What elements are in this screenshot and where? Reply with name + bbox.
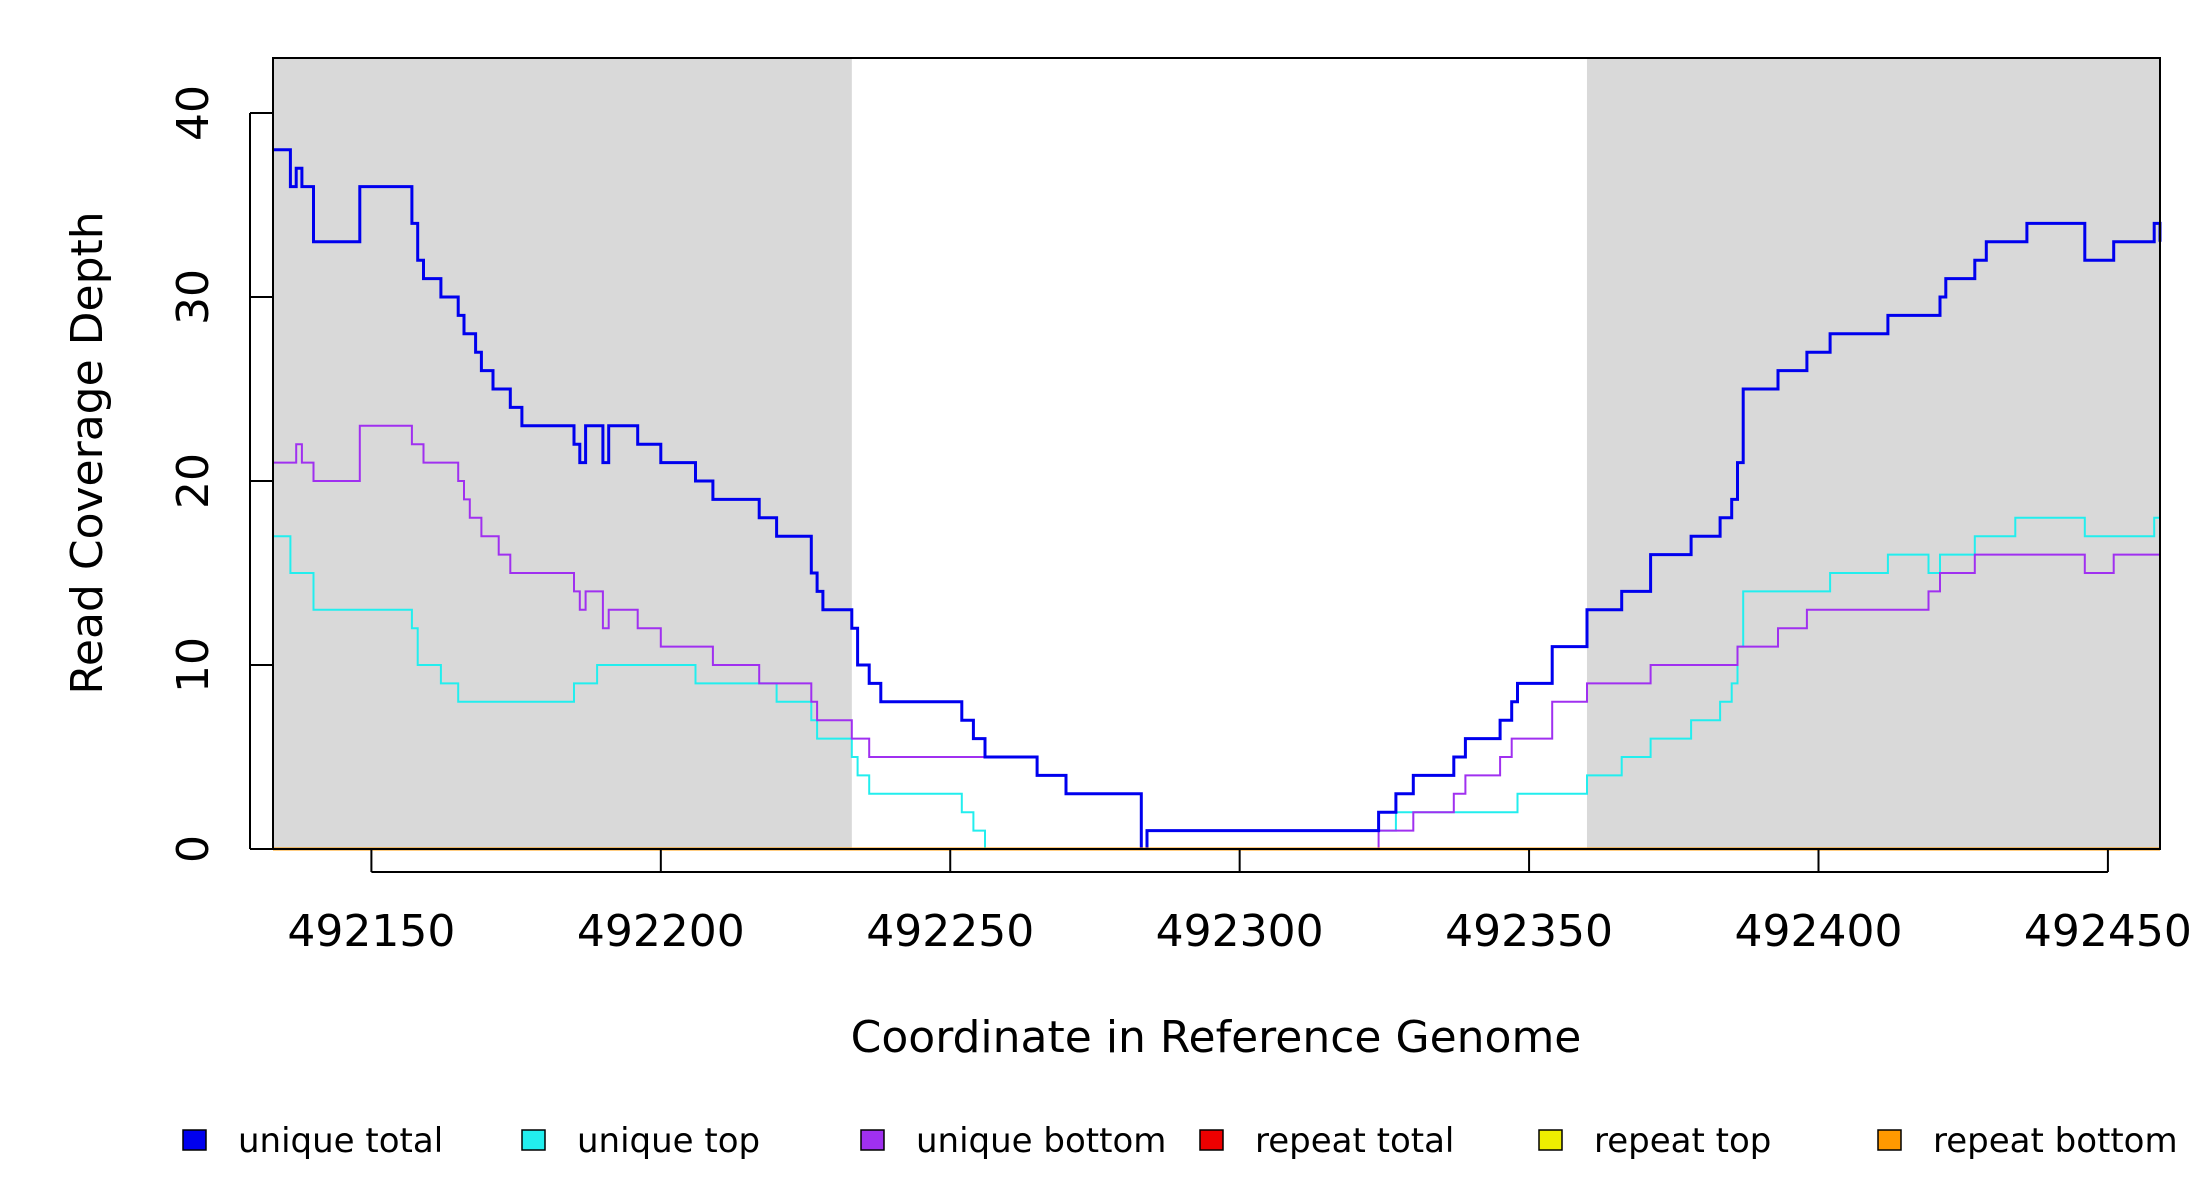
y-tick-label: 10 — [168, 637, 219, 693]
y-tick-label: 0 — [168, 835, 219, 863]
legend-swatch — [521, 1129, 546, 1151]
legend: unique total unique top unique bottom repea… — [182, 1121, 2178, 1161]
x-tick-label: 492150 — [287, 906, 455, 957]
x-tick-label: 492350 — [1445, 906, 1613, 957]
y-tick-label: 40 — [168, 85, 219, 141]
x-tick-label: 492300 — [1156, 906, 1324, 957]
legend-swatch — [182, 1129, 207, 1151]
y-axis-label: Read Coverage Depth — [62, 211, 113, 694]
x-tick-label: 492200 — [577, 906, 745, 957]
series-line-unique-total — [273, 148, 2162, 851]
legend-label: unique top — [577, 1121, 760, 1161]
legend-label: repeat top — [1594, 1121, 1771, 1161]
plot-frame — [272, 57, 2161, 850]
shaded-region-1 — [273, 58, 852, 849]
legend-swatch — [1199, 1129, 1224, 1151]
legend-label: repeat total — [1255, 1121, 1454, 1161]
legend-swatch — [1538, 1129, 1563, 1151]
y-tick-label: 20 — [168, 453, 219, 509]
x-tick-label: 492400 — [1735, 906, 1903, 957]
x-tick-label: 492250 — [866, 906, 1034, 957]
shaded-region-2 — [1586, 58, 2160, 849]
y-tick-label: 30 — [168, 269, 219, 325]
x-tick-label: 492450 — [2024, 906, 2192, 957]
legend-label: unique bottom — [916, 1121, 1166, 1161]
shaded-regions — [273, 58, 2160, 849]
legend-swatch — [860, 1129, 885, 1151]
legend-label: repeat bottom — [1933, 1121, 2178, 1161]
legend-swatch — [1877, 1129, 1902, 1151]
x-axis-label: Coordinate in Reference Genome — [851, 1012, 1582, 1063]
y-axis: 0 10 20 30 40 — [168, 85, 273, 863]
series-line-unique-bottom — [273, 424, 2160, 850]
x-axis: 492150 492200 492250 492300 492350 492400 4924… — [287, 849, 2192, 957]
legend-label: unique total — [238, 1121, 443, 1161]
